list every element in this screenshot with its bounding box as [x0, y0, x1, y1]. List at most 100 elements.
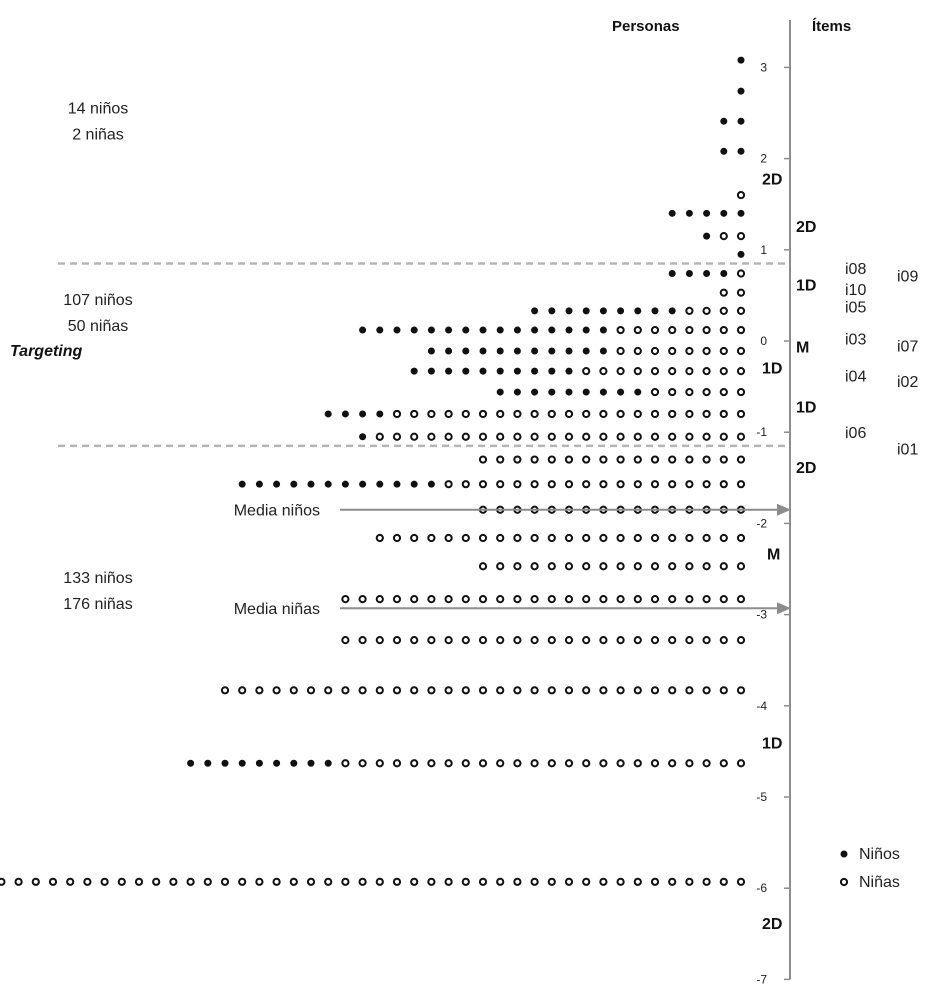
girl-dot	[599, 759, 608, 768]
boy-dot	[582, 388, 590, 396]
boy-dot	[324, 480, 332, 488]
boy-dot	[410, 326, 418, 334]
girl-dot	[444, 409, 453, 419]
girl-dot	[719, 346, 728, 356]
band-label: 2D	[796, 460, 816, 477]
boy-dot	[668, 307, 676, 315]
girl-dot	[736, 190, 746, 200]
girl-dot	[461, 686, 470, 695]
girl-dot	[547, 533, 556, 543]
girl-dot	[736, 409, 746, 419]
mean-label: Media niñas	[234, 601, 320, 618]
girl-dot	[719, 409, 728, 419]
item-label: i01	[897, 442, 918, 459]
band-labels: 2D 2D 1D M 1D 1D 2D M 1D 2D	[762, 172, 816, 933]
girl-dot	[375, 594, 384, 604]
girl-dot	[685, 877, 694, 886]
girl-dot	[547, 594, 556, 604]
girl-dot	[444, 686, 453, 695]
girl-dot	[186, 877, 195, 886]
tick-label: -7	[756, 972, 767, 984]
girl-dot	[650, 346, 660, 356]
girl-dot	[547, 480, 556, 489]
girl-dot	[203, 877, 212, 886]
boy-dot	[599, 347, 607, 355]
girl-dot	[478, 533, 488, 543]
band-label: 2D	[796, 219, 816, 236]
girl-dot	[702, 455, 711, 464]
girl-dot	[650, 877, 660, 886]
boy-dot	[531, 326, 539, 334]
item-label: i06	[845, 425, 866, 442]
girl-dot	[255, 877, 264, 886]
girl-dot	[547, 759, 556, 768]
legend-label: Niños	[859, 846, 900, 863]
girl-dot	[564, 432, 574, 441]
girl-dot	[513, 533, 522, 543]
girl-dot	[702, 533, 711, 543]
girl-dot	[616, 409, 625, 419]
girl-dot	[392, 686, 402, 695]
girl-dot	[599, 636, 608, 645]
axis-ticks: 3 2 1 0 -1 -2 -3 -4 -5 -6 -7	[756, 60, 790, 984]
girl-dot	[392, 759, 402, 768]
girl-dot	[358, 759, 367, 768]
boy-dot	[565, 367, 573, 375]
girl-dot	[719, 686, 728, 695]
group-girls-count: 2 niñas	[72, 127, 124, 144]
boy-dot	[496, 367, 504, 375]
boy-dot	[599, 326, 607, 334]
girl-dot	[650, 594, 660, 604]
boy-dot	[565, 388, 573, 396]
girl-dot	[169, 877, 178, 886]
girl-dot	[375, 533, 384, 543]
boy-dot	[376, 480, 384, 488]
girl-dot	[375, 759, 384, 768]
girl-dot	[736, 366, 746, 376]
boy-dot	[703, 209, 711, 217]
girl-dot	[702, 594, 711, 604]
girl-dot	[702, 325, 711, 335]
boy-dot	[255, 480, 263, 488]
girl-dot	[616, 455, 625, 464]
girl-dot	[633, 636, 642, 645]
girl-dot	[599, 594, 608, 604]
girl-dot	[650, 455, 660, 464]
girl-dot	[702, 562, 711, 571]
girl-dot	[685, 409, 694, 419]
girl-dot	[341, 636, 350, 645]
girl-dot	[496, 877, 505, 886]
girl-dot	[444, 594, 453, 604]
girl-dot	[444, 636, 453, 645]
boy-dot	[737, 117, 745, 125]
girl-dot	[685, 455, 694, 464]
girl-dot	[564, 480, 574, 489]
boy-dot	[445, 347, 453, 355]
girl-dot	[530, 636, 539, 645]
girl-dot	[668, 325, 677, 335]
girl-dot	[582, 759, 591, 768]
band-label: M	[767, 546, 780, 563]
girl-dot	[599, 686, 608, 695]
boy-dot	[737, 56, 745, 64]
girl-dot	[668, 594, 677, 604]
girl-dot	[582, 432, 591, 441]
girl-dot	[736, 759, 746, 768]
girl-dot	[685, 387, 694, 397]
tick-label: 2	[760, 152, 767, 166]
boy-dot	[445, 367, 453, 375]
girl-dot	[702, 346, 711, 356]
boy-dot	[720, 209, 728, 217]
girl-dot	[478, 432, 488, 441]
girl-dot	[633, 366, 642, 376]
girl-dot	[702, 432, 711, 441]
girl-dot	[530, 533, 539, 543]
girl-dot	[478, 480, 488, 489]
girl-dot	[289, 686, 298, 695]
girl-dot	[14, 877, 23, 886]
girl-dot	[547, 636, 556, 645]
tick-label: -4	[756, 699, 767, 713]
girl-dot	[513, 480, 522, 489]
girl-dot	[358, 636, 367, 645]
